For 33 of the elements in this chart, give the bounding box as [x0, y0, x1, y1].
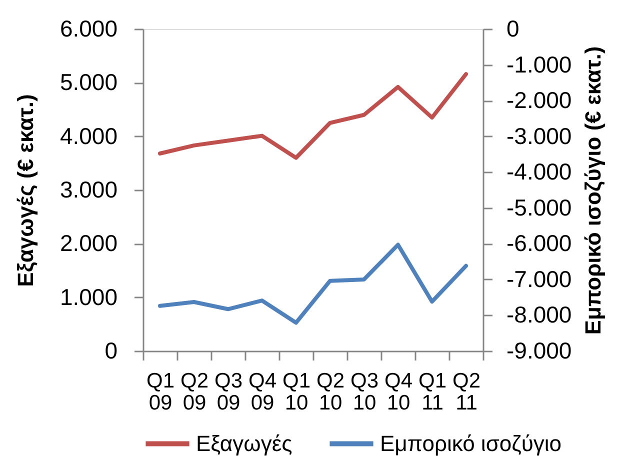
- x-tick-label: Q3 10: [350, 370, 379, 414]
- line-series: [158, 242, 468, 325]
- x-tick-label: Q1 09: [146, 370, 175, 414]
- y2-tick-label: -2.000: [506, 87, 572, 114]
- x-tick-label: Q1 11: [418, 370, 447, 414]
- x-tick-label: Q2 09: [180, 370, 209, 414]
- y2-tick-label: -9.000: [506, 338, 572, 364]
- y-tick-label: 1.000: [60, 284, 118, 310]
- y2-tick-label: 0: [506, 16, 520, 42]
- y2-tick-label: -5.000: [506, 194, 572, 220]
- y-tick-label: 3.000: [60, 176, 118, 202]
- y-tick-label: 2.000: [60, 230, 118, 256]
- y-axis-title: Εξαγωγές (€ εκατ.): [12, 94, 38, 287]
- x-tick-label: Q2 10: [316, 370, 345, 414]
- y2-tick-label: -3.000: [506, 122, 572, 149]
- x-tick-label: Q3 09: [214, 370, 243, 414]
- y2-axis-title: Εμπορικό ισοζύγιο (€ εκατ.): [580, 46, 606, 335]
- line-series: [158, 72, 468, 160]
- y-tick-label: 5.000: [60, 69, 118, 96]
- y-tick-label: 4.000: [60, 122, 118, 149]
- y2-tick-label: -8.000: [506, 302, 572, 328]
- legend-label: Εμπορικό ισοζύγιο: [380, 430, 562, 456]
- x-tick-label: Q1 10: [282, 370, 311, 414]
- y2-tick-label: -6.000: [506, 230, 572, 256]
- y-tick-label: 0: [104, 338, 118, 364]
- legend-label: Εξαγωγές: [196, 430, 292, 456]
- y2-tick-label: -7.000: [506, 266, 572, 292]
- x-tick-label: Q4 09: [248, 370, 277, 414]
- y2-tick-label: -4.000: [506, 158, 572, 185]
- x-tick-label: Q4 10: [384, 370, 413, 414]
- y2-tick-label: -1.000: [506, 51, 572, 78]
- x-tick-label: Q2 11: [452, 370, 481, 414]
- y-tick-label: 6.000: [60, 16, 118, 42]
